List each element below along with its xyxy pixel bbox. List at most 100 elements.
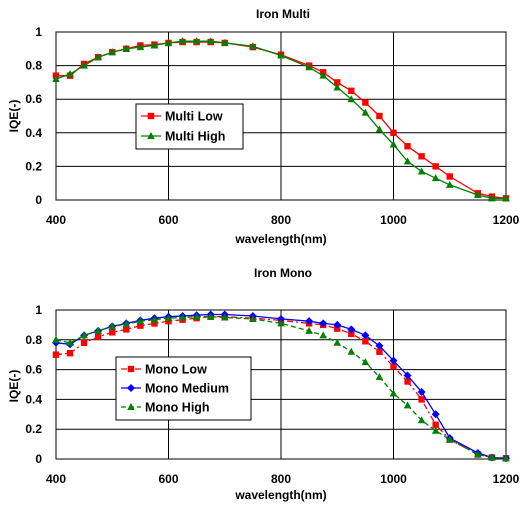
data-point — [362, 99, 369, 106]
legend: Multi Low Multi High — [135, 103, 244, 150]
data-point — [376, 348, 383, 355]
data-point — [150, 315, 159, 323]
data-point — [445, 180, 454, 188]
data-point — [80, 331, 88, 339]
data-point — [52, 351, 60, 358]
data-point — [361, 331, 370, 340]
data-point — [488, 194, 496, 202]
data-point — [249, 42, 257, 50]
data-point — [277, 314, 285, 323]
x-tick-label: 800 — [271, 213, 291, 227]
data-point — [431, 426, 440, 434]
data-point — [80, 61, 88, 69]
data-point — [277, 51, 285, 59]
legend-label: Multi Low — [165, 110, 223, 124]
x-tick-label: 400 — [46, 472, 66, 486]
data-point — [80, 339, 88, 346]
data-point — [109, 329, 116, 336]
legend-swatch-marker — [147, 132, 155, 139]
series-layer — [52, 37, 510, 202]
legend-item-multi-high: Multi High — [141, 130, 225, 144]
data-point — [418, 396, 425, 403]
y-tick-labels: 0 0.2 0.4 0.6 0.8 1 — [25, 303, 42, 466]
data-point — [418, 153, 425, 160]
x-tick-label: 1000 — [380, 213, 407, 227]
data-point — [206, 37, 215, 45]
series-line-mono-high — [55, 316, 507, 459]
data-point — [206, 312, 215, 320]
data-point — [94, 333, 102, 341]
x-tick-label: 1200 — [493, 472, 520, 486]
series-multi-high — [52, 37, 510, 202]
data-point — [305, 317, 314, 326]
legend-swatch-marker — [127, 384, 135, 392]
data-point — [403, 157, 412, 165]
x-axis-label: wavelength(nm) — [234, 488, 326, 502]
data-point — [403, 401, 412, 409]
data-point — [164, 314, 173, 322]
data-point — [375, 373, 384, 381]
legend-label: Multi High — [165, 130, 225, 144]
chart-title: Iron Multi — [256, 7, 310, 21]
data-point — [488, 453, 496, 461]
data-point — [404, 143, 411, 150]
data-point — [417, 416, 426, 424]
legend-swatch-marker — [127, 365, 135, 373]
legend: Mono Low Mono Medium Mono High — [115, 356, 252, 421]
x-tick-label: 600 — [158, 472, 178, 486]
data-point — [445, 435, 454, 443]
data-point — [474, 190, 482, 198]
data-point — [164, 38, 173, 46]
y-tick-labels: 0 0.2 0.4 0.6 0.8 1 — [25, 25, 42, 207]
data-point — [66, 350, 74, 357]
data-point — [390, 363, 397, 370]
x-tick-label: 1000 — [380, 472, 407, 486]
data-point — [319, 71, 327, 79]
x-tick-label: 400 — [46, 213, 66, 227]
series-line-mono-low — [55, 316, 507, 459]
data-point — [277, 319, 285, 327]
data-point — [108, 322, 117, 330]
data-point — [347, 325, 356, 334]
y-tick-label: 0.8 — [25, 333, 42, 347]
data-point — [136, 43, 145, 51]
data-point — [502, 454, 510, 462]
data-point — [347, 95, 356, 103]
data-point — [220, 313, 229, 321]
data-point — [375, 125, 384, 133]
x-axis-label: wavelength(nm) — [234, 232, 326, 246]
y-tick-label: 0.6 — [25, 92, 42, 106]
data-point — [319, 331, 327, 339]
data-point — [474, 450, 482, 458]
y-axis-label: IQE(-) — [7, 370, 21, 403]
y-tick-label: 1 — [35, 25, 42, 39]
data-point — [192, 312, 201, 320]
data-point — [389, 356, 398, 365]
chart-title: Iron Mono — [254, 266, 312, 280]
data-point — [122, 320, 131, 328]
data-point — [94, 326, 102, 334]
y-axis-label: IQE(-) — [7, 100, 21, 133]
y-tick-label: 0.2 — [25, 422, 42, 436]
data-point — [94, 53, 102, 61]
data-point — [66, 70, 74, 77]
data-point — [178, 37, 187, 45]
data-point — [137, 322, 144, 329]
data-point — [333, 320, 342, 329]
data-point — [150, 41, 159, 49]
x-tick-label: 800 — [271, 472, 291, 486]
y-tick-label: 0.8 — [25, 59, 42, 73]
series-layer — [52, 310, 510, 463]
data-point — [122, 44, 131, 52]
y-tick-label: 0.4 — [25, 126, 42, 140]
data-point — [333, 338, 342, 346]
data-point — [249, 314, 257, 322]
y-tick-label: 1 — [35, 303, 42, 317]
data-point — [220, 38, 229, 46]
series-mono-high — [52, 312, 510, 462]
y-tick-label: 0.4 — [25, 392, 42, 406]
chart-iron-mono: Iron Mono 0 0.2 0.4 0.6 0.8 1 400 600 800 1000 12… — [7, 266, 520, 502]
data-point — [52, 335, 60, 343]
legend-box — [135, 103, 244, 150]
data-point — [305, 63, 313, 71]
